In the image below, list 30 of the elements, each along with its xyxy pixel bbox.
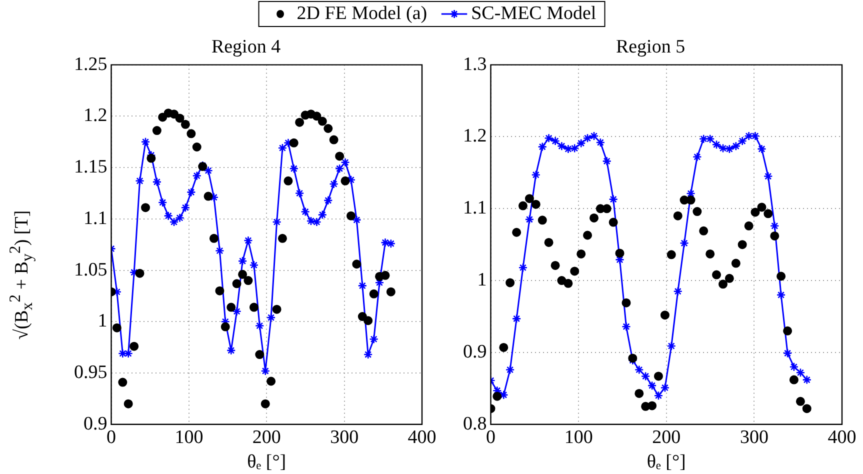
chart-title: Region 5 <box>616 36 686 58</box>
x-tick-label: 200 <box>252 426 281 448</box>
x-tick-label: 0 <box>486 426 496 448</box>
x-tick-label: 200 <box>652 426 681 448</box>
y-tick-label: 0.9 <box>84 413 108 434</box>
y-tick-label: 1.1 <box>463 198 487 219</box>
y-tick-label: 1.3 <box>463 54 487 75</box>
y-tick-label: 1 <box>477 270 487 291</box>
y-tick-label: 1.15 <box>74 156 108 178</box>
y-tick-label: 1.05 <box>74 259 108 280</box>
y-tick-label: 1.2 <box>463 126 487 147</box>
x-axis-title: θₑ [°] <box>247 452 286 473</box>
x-tick-label: 100 <box>564 426 593 448</box>
y-tick-label: 1.25 <box>74 54 108 75</box>
legend-label: 2D FE Model (a) <box>296 3 428 25</box>
y-tick-label: 1.1 <box>84 208 108 229</box>
y-tick-label: 0.95 <box>74 362 108 384</box>
y-tick-label: 1.2 <box>84 105 108 126</box>
y-tick-label: 0.8 <box>463 413 487 434</box>
legend-label: SC-MEC Model <box>471 3 596 25</box>
chart-title: Region 4 <box>211 36 282 58</box>
x-tick-label: 300 <box>330 426 359 448</box>
x-tick-label: 0 <box>106 426 116 448</box>
x-tick-label: 100 <box>174 426 204 448</box>
y-tick-label: 0.9 <box>463 341 487 362</box>
x-tick-label: 400 <box>408 426 436 448</box>
x-tick-label: 300 <box>740 426 768 448</box>
x-axis-title: θₑ [°] <box>646 452 686 473</box>
y-tick-label: 1 <box>98 310 108 332</box>
x-tick-label: 400 <box>828 426 856 448</box>
